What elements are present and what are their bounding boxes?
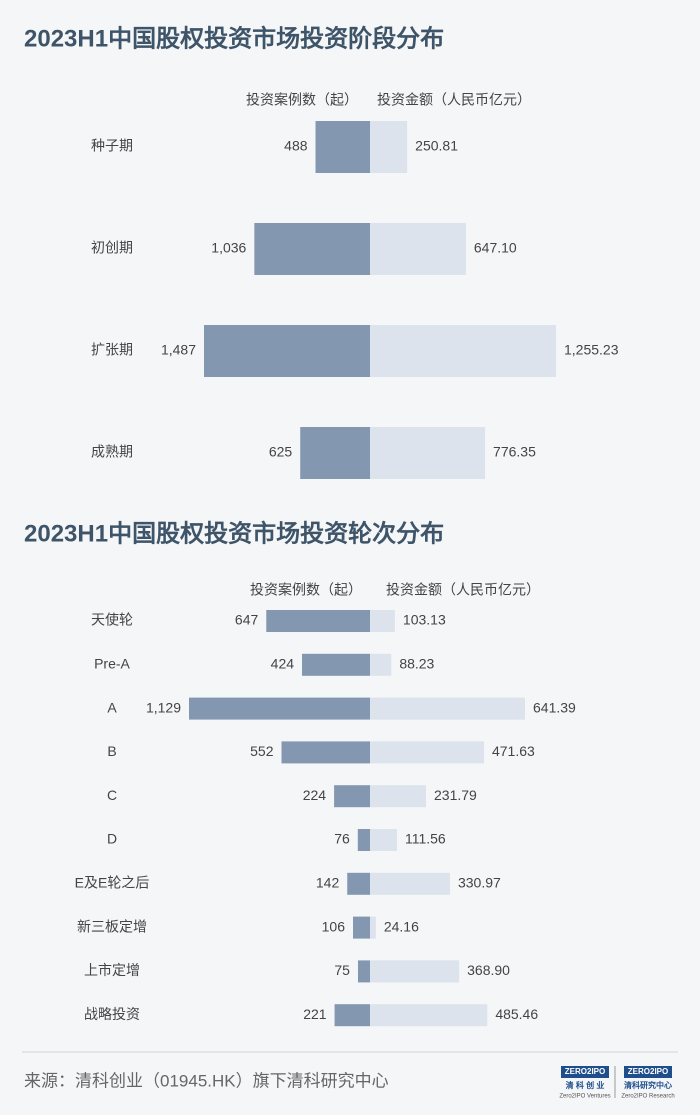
bar [370, 785, 427, 808]
bar [370, 697, 525, 720]
bar [370, 741, 484, 764]
value-label: 625 [269, 444, 293, 460]
bar [370, 653, 392, 676]
category-label: D [107, 831, 117, 847]
bar [370, 121, 408, 173]
value-label: 471.63 [492, 743, 535, 759]
value-label: 647.10 [474, 240, 517, 256]
logo-mark-bg [561, 1066, 609, 1078]
value-label: 424 [271, 656, 295, 672]
bar [353, 916, 370, 939]
value-label: 1,036 [211, 240, 246, 256]
bar [357, 829, 370, 851]
value-label: 106 [322, 918, 346, 934]
value-label: 552 [250, 743, 274, 759]
logo-mark: ZERO2IPO [628, 1067, 668, 1076]
bar [370, 1004, 488, 1027]
legend-entry: 投资金额（人民币亿元） [377, 92, 531, 108]
value-label: 221 [303, 1006, 327, 1022]
bar [300, 427, 370, 479]
bar [357, 960, 370, 983]
category-label: Pre-A [94, 656, 130, 672]
logo-mark-bg [624, 1066, 672, 1078]
logo-name: 清科研究中心 [624, 1080, 672, 1090]
bar [370, 223, 466, 275]
bar [334, 1004, 370, 1027]
bar [315, 121, 370, 173]
value-label: 76 [334, 831, 350, 847]
logo: ZERO2IPO 清 科 创 业 Zero2IPO Ventures ZERO2… [559, 1066, 675, 1100]
value-label: 641.39 [533, 699, 576, 715]
value-label: 142 [316, 875, 340, 891]
value-label: 24.16 [384, 918, 419, 934]
logo-mark: ZERO2IPO [565, 1067, 605, 1076]
value-label: 330.97 [458, 875, 501, 891]
category-label: 成熟期 [91, 444, 133, 460]
legend-entry: 投资金额（人民币亿元） [386, 582, 540, 598]
bar [370, 960, 460, 983]
bar [204, 325, 370, 377]
category-label: 种子期 [91, 138, 133, 154]
value-label: 485.46 [495, 1006, 538, 1022]
category-label: 上市定增 [84, 962, 140, 978]
category-label: B [107, 743, 116, 759]
legend-entry: 投资案例数（起） [246, 92, 358, 108]
value-label: 488 [284, 138, 308, 154]
category-label: 天使轮 [91, 612, 133, 628]
bar [189, 697, 370, 720]
value-label: 1,255.23 [564, 342, 619, 358]
bar [370, 872, 450, 895]
chart-title: 2023H1中国股权投资市场投资轮次分布 [24, 519, 444, 547]
logo-name: 清 科 创 业 [566, 1080, 605, 1090]
value-label: 1,129 [146, 699, 181, 715]
value-label: 103.13 [403, 612, 446, 628]
value-label: 88.23 [399, 656, 434, 672]
value-label: 776.35 [493, 444, 536, 460]
bar [302, 653, 370, 676]
value-label: 250.81 [415, 138, 458, 154]
bar [370, 829, 397, 851]
value-label: 368.90 [467, 962, 510, 978]
value-label: 111.56 [405, 831, 446, 847]
category-label: C [107, 787, 117, 803]
bar [266, 610, 370, 632]
bar [370, 916, 376, 939]
bar [254, 223, 370, 275]
category-label: 战略投资 [84, 1006, 140, 1022]
value-label: 75 [334, 962, 350, 978]
chart-title: 2023H1中国股权投资市场投资阶段分布 [24, 24, 444, 52]
bar [334, 785, 370, 808]
logo-sub: Zero2IPO Ventures [559, 1094, 610, 1100]
category-label: 新三板定增 [77, 918, 147, 934]
value-label: 647 [235, 612, 259, 628]
legend-entry: 投资案例数（起） [250, 582, 362, 598]
bar [370, 325, 556, 377]
value-label: 224 [303, 787, 327, 803]
bar [370, 427, 486, 479]
value-label: 231.79 [434, 787, 477, 803]
value-label: 1,487 [161, 342, 196, 358]
bar [370, 610, 395, 632]
bar [281, 741, 370, 764]
category-label: 初创期 [91, 240, 133, 256]
category-label: 扩张期 [91, 342, 133, 358]
bar [347, 872, 370, 895]
source: 来源：清科创业（01945.HK）旗下清科研究中心 [24, 1071, 389, 1090]
category-label: A [107, 699, 117, 715]
category-label: E及E轮之后 [75, 875, 150, 891]
logo-sub: Zero2IPO Research [621, 1094, 674, 1100]
